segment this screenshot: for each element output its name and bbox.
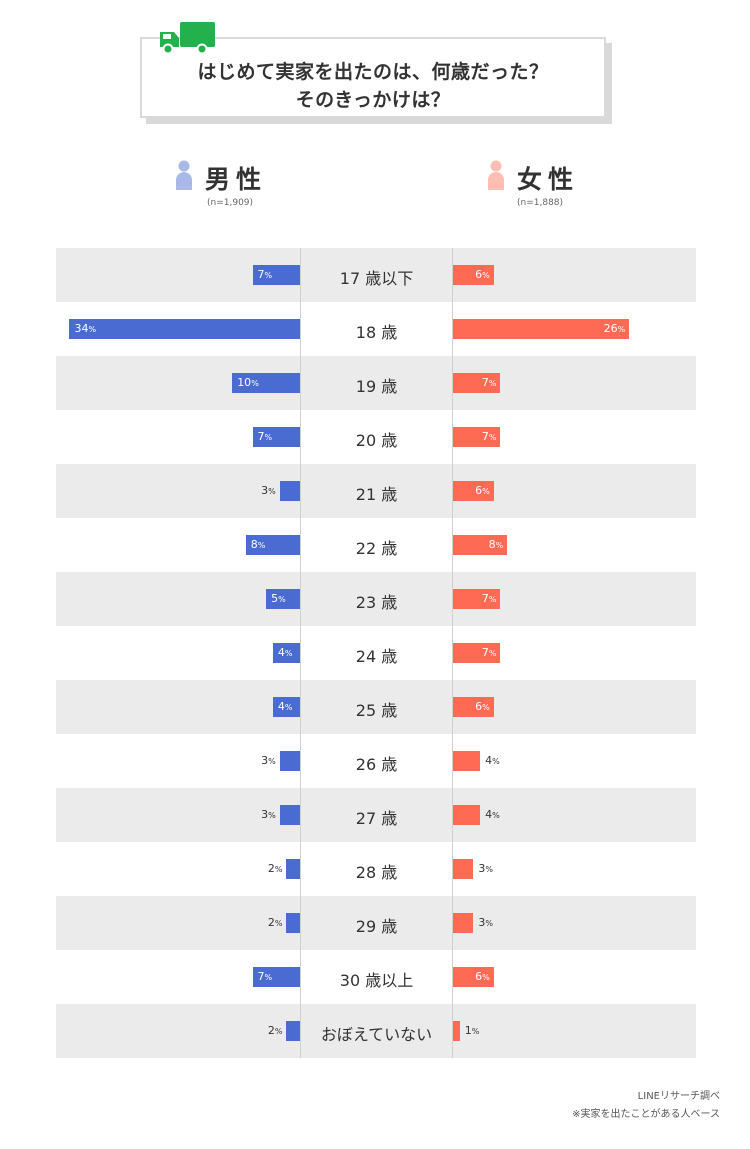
female-bar [453, 427, 501, 447]
male-bar [286, 859, 300, 879]
female-bar [453, 319, 630, 339]
male-bar [279, 481, 300, 501]
category-label: 20 歳 [355, 431, 398, 450]
category-label: 28 歳 [355, 863, 398, 882]
male-value-label: 7% [257, 268, 273, 281]
female-value-label: 1% [464, 1024, 480, 1037]
row-band [56, 1004, 696, 1058]
female-value-label: 7% [481, 376, 497, 389]
row-band [56, 464, 696, 518]
female-value-label: 6% [475, 700, 490, 713]
male-bar [232, 373, 300, 393]
female-value-label: 7% [481, 646, 497, 659]
category-label: 27 歳 [355, 809, 398, 828]
female-label: 女性 [517, 165, 580, 194]
male-bar [272, 643, 300, 663]
category-label: 25 歳 [355, 701, 398, 720]
female-value-label: 6% [475, 268, 490, 281]
female-value-label: 4% [485, 754, 500, 767]
category-label: 23 歳 [355, 593, 398, 612]
male-value-label: 4% [277, 700, 293, 713]
row-band [56, 248, 696, 302]
female-bar [453, 697, 494, 717]
male-bar [245, 535, 300, 555]
male-value-label: 10% [237, 376, 259, 389]
male-value-label: 3% [261, 754, 276, 767]
title-line-2: そのきっかけは？ [295, 89, 451, 111]
male-value-label: 5% [271, 592, 286, 605]
female-value-label: 4% [485, 808, 500, 821]
male-value-label: 7% [257, 970, 273, 983]
category-label: 18 歳 [355, 323, 398, 342]
female-bar [453, 805, 481, 825]
female-bar [453, 481, 494, 501]
male-value-label: 7% [257, 430, 273, 443]
truck-icon [160, 22, 215, 54]
female-bar [453, 751, 481, 771]
category-label: 30 歳以上 [339, 971, 414, 990]
female-n: (n=1,888) [517, 198, 564, 208]
male-value-label: 2% [267, 1024, 283, 1037]
female-value-label: 7% [481, 592, 497, 605]
title-line-1: はじめて実家を出たのは、何歳だった？ [197, 61, 549, 83]
male-bar [279, 751, 300, 771]
male-bar [266, 589, 300, 609]
category-label: 26 歳 [355, 755, 398, 774]
axis-line [300, 248, 301, 1058]
male-bar [286, 1021, 300, 1041]
male-value-label: 3% [261, 808, 276, 821]
row-band [56, 896, 696, 950]
female-bar [453, 967, 494, 987]
category-label: 29 歳 [355, 917, 398, 936]
female-value-label: 7% [481, 430, 497, 443]
male-value-label: 2% [267, 862, 283, 875]
female-bar [453, 859, 474, 879]
male-bar [252, 265, 300, 285]
male-value-label: 34% [74, 322, 97, 335]
category-label: 17 歳以下 [339, 269, 414, 288]
male-bar [286, 913, 300, 933]
female-bar [453, 535, 508, 555]
category-label: 22 歳 [355, 539, 398, 558]
male-bar [252, 427, 300, 447]
male-value-label: 3% [261, 484, 276, 497]
male-n: (n=1,909) [207, 198, 254, 208]
footer-source: LINEリサーチ調べ [637, 1091, 720, 1102]
female-person-icon [488, 160, 504, 190]
female-value-label: 6% [475, 484, 490, 497]
female-value-label: 8% [488, 538, 504, 551]
male-bar [252, 967, 300, 987]
row-band [56, 680, 696, 734]
male-label: 男性 [205, 165, 268, 194]
female-bar [453, 589, 501, 609]
female-value-label: 3% [478, 916, 493, 929]
row-band [56, 788, 696, 842]
row-band [56, 572, 696, 626]
category-label: 19 歳 [355, 377, 398, 396]
title-box: はじめて実家を出たのは、何歳だった？ そのきっかけは？ [140, 37, 606, 118]
female-bar [453, 1021, 460, 1041]
female-bar [453, 643, 501, 663]
male-value-label: 8% [250, 538, 266, 551]
category-label: おぼえていない [320, 1025, 433, 1044]
category-label: 21 歳 [355, 485, 398, 504]
female-value-label: 3% [478, 862, 493, 875]
female-value-label: 26% [603, 322, 626, 335]
male-person-icon [176, 160, 192, 190]
female-bar [453, 373, 501, 393]
male-value-label: 2% [267, 916, 283, 929]
footer-note: ※実家を出たことがある人ベース [572, 1109, 720, 1120]
category-label: 24 歳 [355, 647, 398, 666]
male-bar [69, 319, 300, 339]
female-bar [453, 913, 474, 933]
row-band [56, 356, 696, 410]
male-value-label: 4% [277, 646, 293, 659]
axis-line [452, 248, 453, 1058]
female-value-label: 6% [475, 970, 490, 983]
female-bar [453, 265, 494, 285]
male-bar [272, 697, 300, 717]
male-bar [279, 805, 300, 825]
